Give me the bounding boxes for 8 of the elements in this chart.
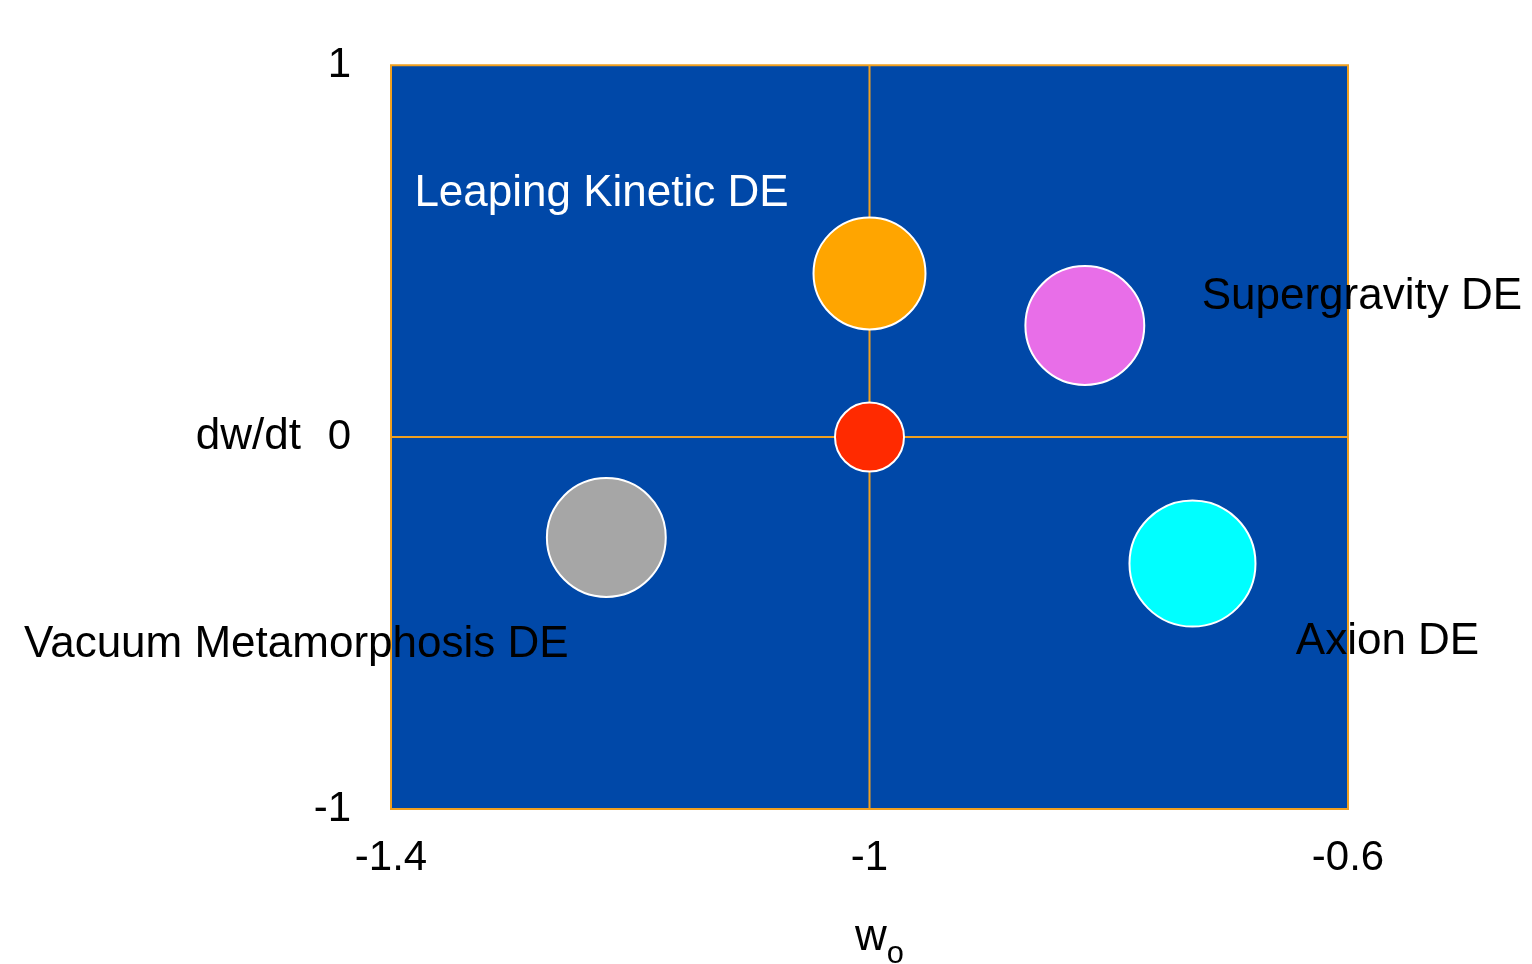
x-tick-label: -0.6 <box>1311 831 1385 879</box>
y-tick-label: 1 <box>327 38 351 86</box>
y-axis-title: dw/dt <box>195 409 301 459</box>
x-tick-label: -1.4 <box>354 831 428 879</box>
y-tick-label: -1 <box>313 782 351 830</box>
y-tick-label: 0 <box>327 410 351 458</box>
x-tick-label: -1 <box>850 831 889 879</box>
series-label: Leaping Kinetic DE <box>414 165 789 215</box>
